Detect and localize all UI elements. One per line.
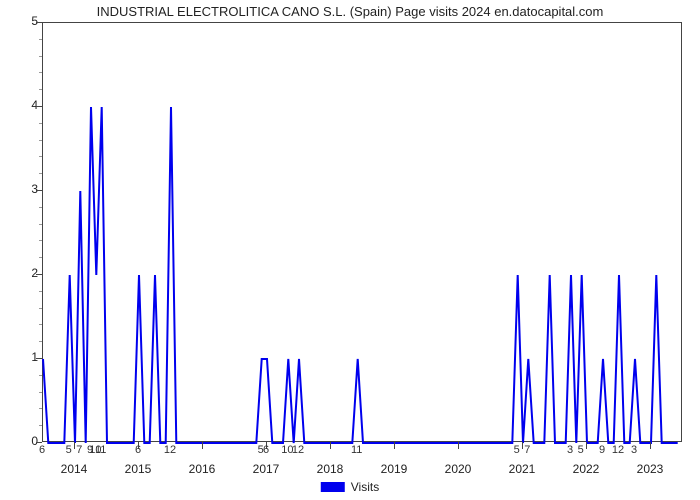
x-month-label: 6: [263, 444, 269, 456]
y-minor-tick: [39, 240, 42, 241]
x-month-label: 5: [66, 444, 72, 456]
x-year-label: 2022: [573, 462, 600, 476]
x-year-label: 2020: [445, 462, 472, 476]
y-minor-tick: [39, 408, 42, 409]
y-minor-tick: [39, 140, 42, 141]
y-minor-tick: [39, 392, 42, 393]
y-minor-tick: [39, 224, 42, 225]
x-tick: [394, 442, 395, 449]
y-tick: [36, 190, 42, 191]
x-year-label: 2014: [61, 462, 88, 476]
y-tick-label: 0: [8, 434, 38, 448]
x-month-label: 12: [292, 444, 304, 456]
y-minor-tick: [39, 56, 42, 57]
y-minor-tick: [39, 72, 42, 73]
y-tick: [36, 106, 42, 107]
x-year-label: 2023: [637, 462, 664, 476]
x-tick: [650, 442, 651, 449]
x-month-label: 3: [567, 444, 573, 456]
y-minor-tick: [39, 39, 42, 40]
y-tick-label: 2: [8, 266, 38, 280]
x-month-label: 5: [578, 444, 584, 456]
y-tick-label: 3: [8, 182, 38, 196]
y-tick-label: 4: [8, 98, 38, 112]
visits-chart: INDUSTRIAL ELECTROLITICA CANO S.L. (Spai…: [0, 0, 700, 500]
x-month-label: 9: [599, 444, 605, 456]
x-year-label: 2015: [125, 462, 152, 476]
x-tick: [74, 442, 75, 449]
y-minor-tick: [39, 425, 42, 426]
y-minor-tick: [39, 207, 42, 208]
x-month-label: 6: [39, 444, 45, 456]
x-year-label: 2017: [253, 462, 280, 476]
y-minor-tick: [39, 291, 42, 292]
y-minor-tick: [39, 173, 42, 174]
legend-label: Visits: [351, 480, 379, 494]
x-month-label: 12: [164, 444, 176, 456]
y-tick-label: 5: [8, 14, 38, 28]
y-tick-label: 1: [8, 350, 38, 364]
x-tick: [458, 442, 459, 449]
x-month-label: 12: [612, 444, 624, 456]
y-minor-tick: [39, 375, 42, 376]
x-month-label: 7: [76, 444, 82, 456]
y-tick: [36, 442, 42, 443]
y-minor-tick: [39, 156, 42, 157]
y-minor-tick: [39, 123, 42, 124]
y-minor-tick: [39, 308, 42, 309]
x-tick: [330, 442, 331, 449]
y-minor-tick: [39, 89, 42, 90]
x-year-label: 2018: [317, 462, 344, 476]
x-month-label: 11: [95, 444, 106, 456]
y-tick: [36, 22, 42, 23]
y-tick: [36, 274, 42, 275]
x-year-label: 2016: [189, 462, 216, 476]
y-minor-tick: [39, 257, 42, 258]
y-minor-tick: [39, 341, 42, 342]
x-tick: [522, 442, 523, 449]
visits-line: [43, 23, 683, 443]
plot-area: [42, 22, 682, 442]
x-month-label: 7: [524, 444, 530, 456]
x-month-label: 5: [514, 444, 520, 456]
x-tick: [586, 442, 587, 449]
y-minor-tick: [39, 324, 42, 325]
y-tick: [36, 358, 42, 359]
legend-swatch: [321, 482, 345, 492]
x-tick: [202, 442, 203, 449]
legend: Visits: [321, 480, 379, 494]
x-month-label: 3: [631, 444, 637, 456]
chart-title: INDUSTRIAL ELECTROLITICA CANO S.L. (Spai…: [0, 4, 700, 19]
x-year-label: 2021: [509, 462, 536, 476]
x-month-label: 6: [135, 444, 141, 456]
x-month-label: 11: [351, 444, 362, 456]
x-year-label: 2019: [381, 462, 408, 476]
